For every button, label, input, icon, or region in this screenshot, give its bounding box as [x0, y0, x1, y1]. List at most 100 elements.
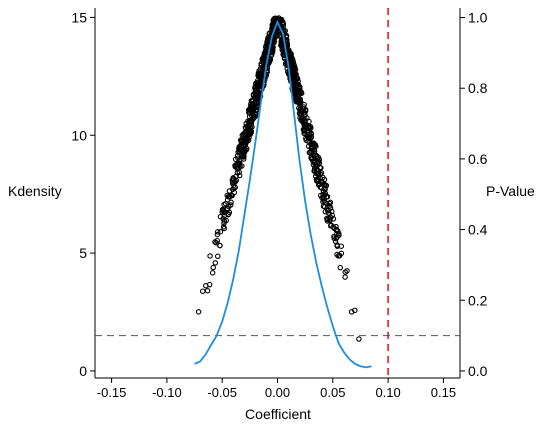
scatter-point — [207, 253, 213, 259]
scatter-point — [221, 201, 227, 208]
scatter-point — [293, 80, 299, 87]
scatter-point — [214, 229, 221, 235]
scatter-point — [327, 223, 334, 229]
scatter-point — [209, 270, 216, 276]
scatter-point — [240, 154, 247, 160]
x-tick-label: -0.05 — [207, 385, 237, 400]
plot-area: -0.15 -0.10 -0.05 0.00 0.05 0.10 0.15 0 5 10 15 0.0… — [71, 8, 488, 400]
scatter-point — [212, 260, 219, 266]
scatter-point — [214, 253, 221, 260]
density-curve — [194, 19, 372, 369]
scatter-point — [224, 206, 231, 212]
scatter-point — [246, 122, 253, 128]
y-left-tick-label: 0 — [79, 363, 87, 379]
scatter-point — [291, 75, 298, 82]
scatter-point — [312, 142, 318, 148]
scatter-point — [327, 214, 334, 221]
scatter-point — [258, 61, 264, 67]
scatter-point — [318, 170, 325, 176]
y-axis-right-label: P-Value — [486, 183, 535, 199]
scatter-point — [335, 253, 342, 259]
y-axis-left-label: Kdensity — [8, 183, 62, 199]
scatter-point — [296, 105, 302, 111]
scatter-point — [238, 138, 244, 144]
scatter-point — [195, 309, 202, 315]
scatter-point — [233, 173, 239, 180]
scatter-point — [327, 199, 334, 206]
scatter-point — [322, 199, 328, 206]
scatter-point — [213, 240, 219, 246]
scatter-point — [330, 216, 337, 222]
scatter-point — [236, 172, 243, 179]
scatter-point — [326, 203, 333, 209]
scatter-point — [306, 135, 312, 142]
scatter-point — [204, 287, 211, 294]
scatter-point — [316, 157, 323, 163]
x-tick-label: 0.10 — [375, 385, 400, 400]
scatter-point — [242, 141, 249, 147]
x-axis-label: Coefficient — [245, 406, 311, 422]
scatter-point — [290, 67, 297, 73]
scatter-point — [203, 282, 209, 289]
scatter-point — [273, 32, 279, 39]
scatter-point — [227, 193, 233, 200]
scatter-point — [238, 144, 244, 150]
scatter-point — [253, 85, 259, 92]
scatter-point — [278, 17, 284, 23]
scatter-point — [315, 182, 322, 188]
scatter-point — [342, 269, 348, 275]
scatter-point — [217, 228, 224, 235]
scatter-point — [297, 84, 303, 91]
scatter-point — [331, 225, 338, 232]
scatter-point — [320, 194, 327, 200]
scatter-point — [311, 165, 318, 172]
scatter-point — [228, 199, 234, 206]
y-right-tick-label: 0.0 — [468, 363, 488, 379]
scatter-point — [245, 131, 251, 138]
scatter-point — [342, 274, 348, 280]
scatter-point — [249, 98, 255, 105]
scatter-point — [236, 169, 243, 175]
scatter-point — [299, 108, 306, 114]
scatter-point — [302, 108, 309, 114]
y-left-tick-label: 5 — [79, 245, 87, 261]
scatter-point — [271, 17, 278, 23]
scatter-point — [310, 158, 316, 165]
scatter-point — [303, 135, 309, 142]
scatter-point — [307, 149, 314, 155]
scatter-point — [298, 115, 305, 122]
scatter-point — [304, 115, 310, 121]
scatter-point — [334, 242, 340, 249]
y-right-tick-label: 0.2 — [468, 292, 488, 308]
scatter-point — [325, 207, 332, 214]
scatter-point — [313, 153, 320, 160]
scatter-point — [225, 211, 231, 218]
scatter-point — [296, 83, 302, 90]
scatter-point — [312, 152, 319, 158]
scatter-point — [348, 309, 355, 315]
scatter-point — [250, 106, 257, 113]
scatter-point — [200, 288, 206, 294]
scatter-point — [356, 336, 362, 342]
scatter-point — [261, 53, 267, 60]
scatter-point — [264, 39, 270, 45]
scatter-point — [315, 170, 322, 177]
y-left-tick-label: 10 — [71, 127, 87, 143]
scatter-point — [210, 264, 216, 271]
scatter-point — [337, 264, 344, 271]
scatter-point — [331, 233, 337, 240]
scatter-point — [311, 157, 318, 164]
scatter-point — [258, 70, 265, 77]
x-tick-label: 0.15 — [431, 385, 456, 400]
scatter-point — [230, 181, 236, 187]
scatter-point — [334, 234, 340, 240]
scatter-point — [297, 99, 304, 105]
y-right-tick-label: 0.4 — [468, 222, 488, 238]
scatter-point — [305, 124, 311, 131]
scatter-point — [217, 242, 223, 249]
x-tick-label: 0.00 — [265, 385, 290, 400]
scatter-point — [221, 220, 227, 227]
y-right-tick-label: 0.8 — [468, 80, 488, 96]
scatter-point — [228, 202, 234, 208]
scatter-point — [236, 162, 242, 168]
